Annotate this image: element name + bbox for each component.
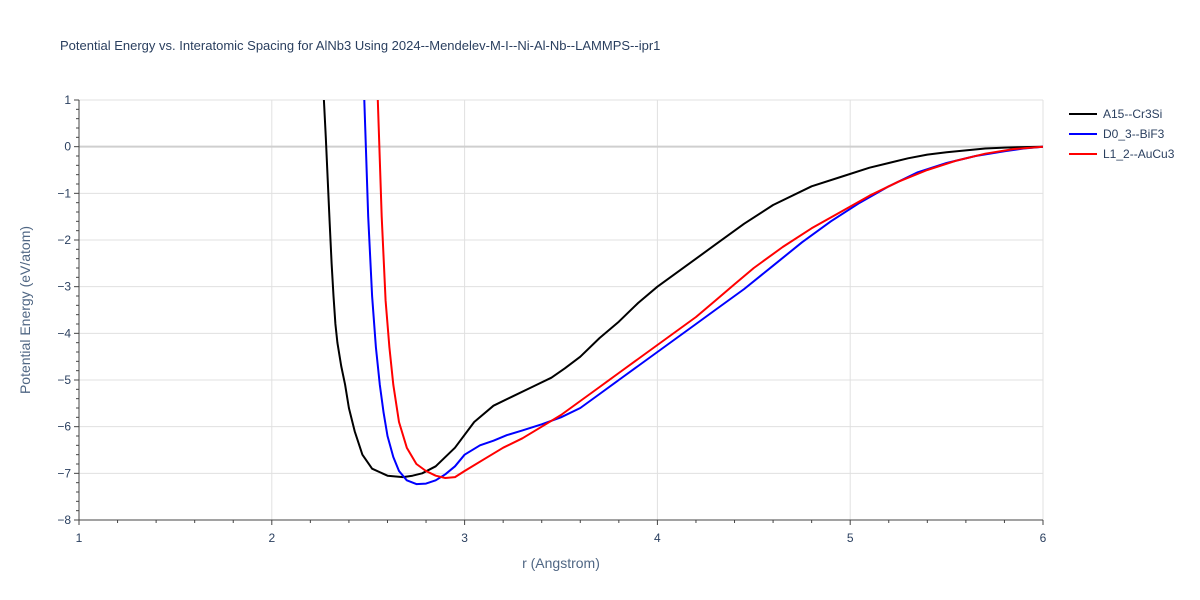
legend-item-1[interactable]: A15--Cr3Si: [1069, 107, 1162, 121]
chart-title: Potential Energy vs. Interatomic Spacing…: [60, 38, 660, 53]
x-tick-label: 2: [268, 531, 275, 545]
legend-label: A15--Cr3Si: [1103, 107, 1162, 121]
x-tick-label: 4: [654, 531, 661, 545]
axes: 1 2 3 4 5 6 1 0 −1 −2 −3 −4 −5 −6 −7 −8: [57, 93, 1046, 545]
grid: [79, 99, 1044, 521]
x-tick-label: 6: [1040, 531, 1047, 545]
y-tick-label: −4: [57, 326, 71, 340]
legend-item-2[interactable]: D0_3--BiF3: [1069, 127, 1165, 141]
x-tick-label: 3: [461, 531, 468, 545]
y-tick-label: −5: [57, 373, 71, 387]
series-group: [322, 100, 1043, 486]
y-tick-label: −7: [57, 466, 71, 480]
x-axis-label: r (Angstrom): [522, 555, 600, 571]
y-tick-label: −6: [57, 420, 71, 434]
legend[interactable]: A15--Cr3Si D0_3--BiF3 L1_2--AuCu3: [1069, 107, 1175, 161]
y-tick-label: −3: [57, 280, 71, 294]
y-tick-label: 0: [64, 140, 71, 154]
x-tick-label: 1: [76, 531, 83, 545]
legend-label: L1_2--AuCu3: [1103, 147, 1175, 161]
y-tick-label: −2: [57, 233, 71, 247]
y-axis-label: Potential Energy (eV/atom): [17, 226, 33, 394]
legend-label: D0_3--BiF3: [1103, 127, 1165, 141]
y-tick-label: 1: [64, 93, 71, 107]
y-tick-label: −8: [57, 513, 71, 527]
series-line-3: [376, 100, 1043, 479]
legend-item-3[interactable]: L1_2--AuCu3: [1069, 147, 1175, 161]
series-line-1: [322, 100, 1043, 479]
x-tick-label: 5: [847, 531, 854, 545]
y-tick-label: −1: [57, 186, 71, 200]
